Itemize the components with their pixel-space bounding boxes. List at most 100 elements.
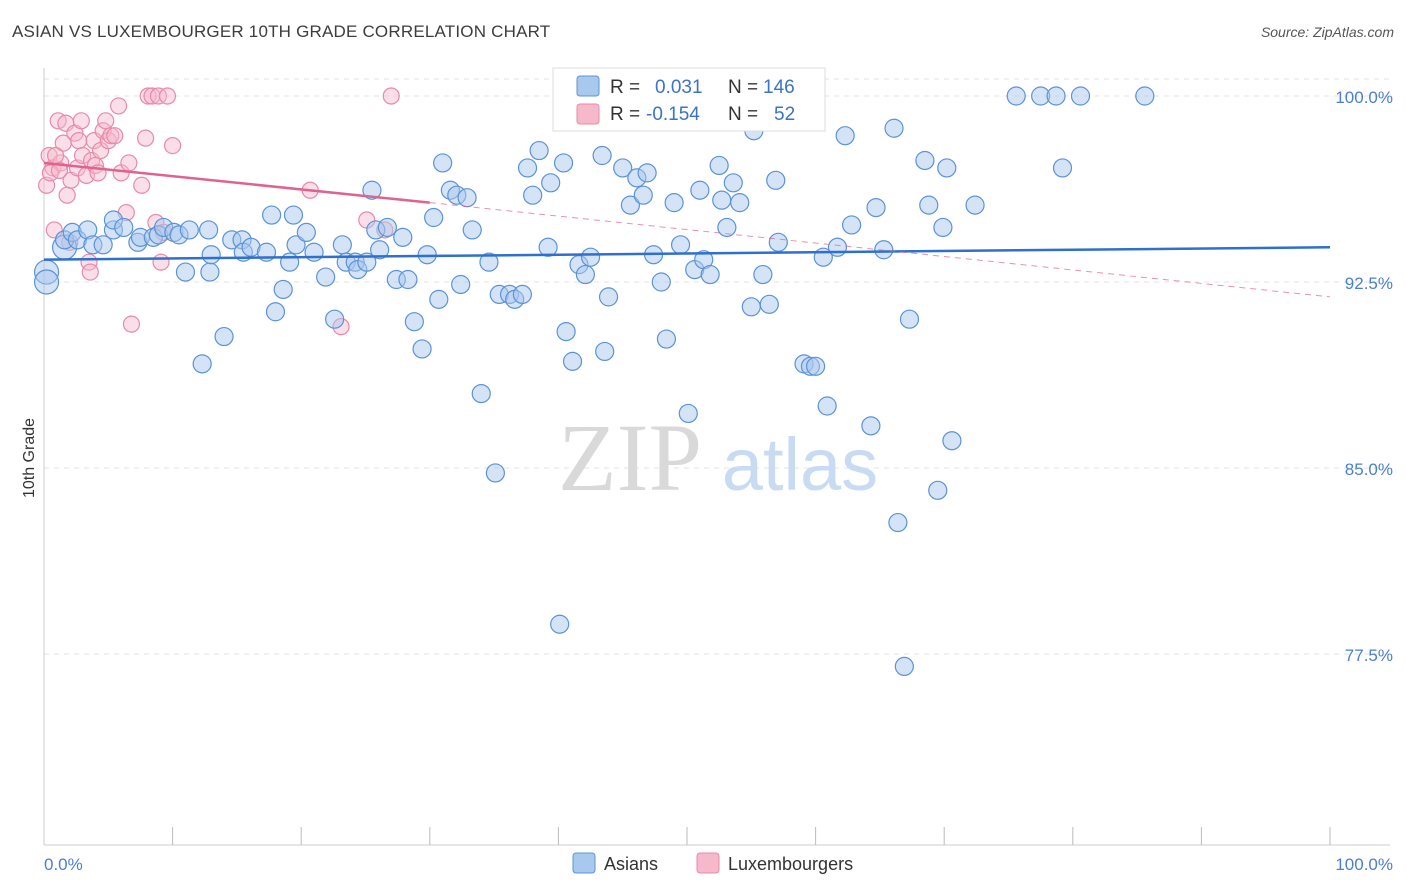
asian-point (457, 188, 477, 208)
asian-point (670, 235, 691, 255)
asian-point (637, 163, 657, 183)
asian-point (842, 215, 862, 235)
asian-point (553, 153, 574, 173)
asian-point (325, 309, 345, 329)
tick-labels: 100.0% 92.5% 85.0% 77.5% 0.0% 100.0% (44, 88, 1393, 874)
lux-point (149, 87, 168, 105)
asian-point (717, 217, 737, 238)
asian-point (332, 235, 352, 255)
asian-point (529, 140, 549, 161)
legend-n-label-asians: N = (728, 77, 758, 98)
lux-point (164, 137, 182, 155)
asian-point (273, 279, 293, 300)
asian-point (712, 190, 732, 210)
asian-point (512, 284, 532, 304)
trend-lines (43, 161, 1331, 298)
asian-point (690, 180, 710, 200)
asian-point (296, 222, 316, 242)
source-credit: Source: ZipAtlas.com (1260, 24, 1394, 40)
asian-point (817, 396, 837, 416)
lux-point (81, 263, 99, 281)
asian-point (175, 262, 196, 282)
asian-point (656, 329, 677, 349)
asian-point (451, 274, 471, 295)
asians-trend-line (43, 246, 1331, 261)
y-tick-label: 92.5% (1345, 274, 1393, 293)
asian-point (199, 220, 219, 240)
asian-point (304, 242, 324, 262)
asian-point (592, 145, 612, 166)
asian-point (462, 220, 482, 240)
asian-point (377, 217, 397, 238)
asian-point (265, 302, 286, 322)
asian-point (1052, 158, 1073, 178)
asian-point (575, 264, 596, 285)
asian-point (942, 431, 962, 451)
asian-point (362, 180, 382, 200)
asian-point (805, 356, 826, 376)
asian-point (562, 351, 583, 371)
asian-point (741, 297, 761, 317)
asian-point (33, 269, 60, 295)
asian-point (404, 312, 424, 332)
asian-point (933, 217, 953, 238)
y-tick-label: 85.0% (1345, 460, 1393, 479)
lux-point (102, 127, 120, 145)
lux-point (122, 315, 141, 333)
asian-point (412, 339, 432, 359)
lux-point (72, 112, 90, 130)
legend-n-value-lux: 52 (774, 104, 795, 125)
y-tick-label: 77.5% (1345, 646, 1393, 665)
chart-title: ASIAN VS LUXEMBOURGER 10TH GRADE CORRELA… (12, 22, 551, 41)
asian-point (517, 158, 538, 178)
legend-r-label-asians: R = (610, 77, 640, 98)
asian-point (866, 198, 886, 218)
asian-point (93, 235, 113, 255)
asian-point (633, 185, 653, 205)
asian-point (651, 272, 671, 292)
asian-point (556, 322, 576, 342)
asian-point (280, 252, 300, 272)
asian-point (471, 384, 491, 404)
asians-points (33, 86, 1155, 677)
y-axis-label: 10th Grade (21, 418, 38, 498)
asian-point (595, 341, 615, 362)
legend-r-value-lux: -0.154 (646, 104, 700, 125)
axes (43, 68, 1390, 846)
asian-point (370, 240, 390, 260)
lux-point (73, 146, 92, 165)
legend-n-value-asians: 146 (763, 77, 795, 98)
asian-point (709, 155, 729, 176)
asian-point (766, 170, 786, 190)
lux-point (382, 87, 400, 105)
lux-point (152, 253, 170, 271)
lux-trend-extension (429, 202, 1331, 298)
asian-point (965, 195, 985, 215)
asian-point (424, 207, 444, 228)
watermark-zip: ZIP (558, 404, 702, 511)
legend-swatch-asians (576, 75, 600, 97)
asian-point (479, 252, 499, 272)
bottom-swatch-lux (696, 852, 720, 874)
asian-point (201, 245, 221, 265)
lux-point (120, 154, 138, 172)
asian-point (928, 480, 948, 500)
asian-point (1070, 86, 1091, 106)
asian-point (884, 118, 904, 138)
asian-point (114, 217, 134, 238)
asian-point (888, 512, 908, 533)
asian-point (919, 195, 939, 215)
asian-point (723, 173, 743, 193)
asian-point (759, 294, 779, 314)
legend-n-label-lux: N = (728, 104, 758, 125)
asian-point (580, 247, 601, 267)
lux-point (46, 146, 65, 165)
bottom-legend-asians: Asians (604, 854, 658, 874)
lux-point (97, 112, 115, 130)
asian-point (393, 227, 413, 247)
lux-point (70, 132, 88, 150)
asian-point (678, 403, 698, 424)
asian-point (192, 354, 212, 374)
asian-point (664, 193, 684, 213)
